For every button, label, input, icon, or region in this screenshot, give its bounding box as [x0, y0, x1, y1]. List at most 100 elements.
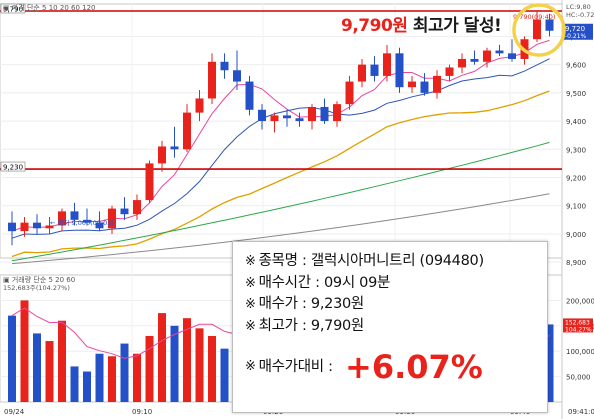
candle-body	[333, 104, 341, 122]
info-value: 갤럭시아머니트리 (094480)	[310, 253, 484, 269]
current-volume-label: 152,683	[565, 319, 590, 326]
candle-body	[245, 81, 254, 110]
candle-body	[433, 75, 441, 93]
info-label: 최고가 :	[258, 317, 311, 334]
time-label: 09:41:00	[568, 408, 594, 416]
trade-info-box: ※ 종목명 : 갤럭시아머니트리 (094480) ※ 매수시간 : 09시 09분…	[232, 241, 548, 413]
candle-body	[395, 53, 404, 88]
volume-bar	[108, 356, 116, 402]
price-tick-label: 8,900	[566, 259, 586, 267]
price-tick-label: 9,100	[566, 203, 586, 211]
candle-body	[545, 19, 554, 31]
candle-body	[445, 67, 454, 76]
candle-body	[270, 115, 279, 122]
current-price-change: -0.21%	[565, 33, 587, 40]
info-row-buy-price: ※ 매수가 : 9,230원	[245, 294, 547, 316]
candle-body	[308, 106, 316, 122]
candle-body	[258, 109, 266, 122]
candle-body	[70, 211, 79, 220]
ma10-line	[11, 58, 550, 239]
current-volume-pct: 104.27%	[565, 326, 592, 333]
candle-body	[383, 53, 391, 76]
candle-body	[108, 208, 116, 229]
volume-bar	[95, 353, 104, 402]
candle-body	[483, 50, 491, 62]
time-label: 09/24	[4, 408, 25, 416]
headline-text: 최고가 달성!	[407, 16, 502, 36]
candle-body	[508, 53, 516, 59]
volume-bar	[208, 335, 216, 402]
info-label: 종목명 :	[258, 253, 311, 269]
candle-body	[295, 118, 304, 122]
volume-bar	[70, 366, 79, 402]
candle-body	[470, 58, 479, 62]
low-annotation: ← 최저 9,000(09:03)	[50, 218, 114, 227]
candle-body	[83, 219, 91, 223]
candle-body	[20, 222, 29, 232]
candle-body	[95, 222, 104, 229]
candle-body	[533, 19, 541, 40]
volume-bar	[45, 341, 54, 402]
price-panel-frame	[0, 3, 563, 259]
info-value: 9,790원	[310, 317, 364, 334]
volume-bar	[170, 325, 179, 402]
current-price-label: 9,720	[565, 25, 585, 33]
volume-bar	[8, 315, 16, 402]
info-label: 매수가 :	[258, 296, 311, 312]
candle-body	[283, 115, 291, 119]
candle-body	[8, 222, 16, 232]
volume-bar	[133, 353, 141, 402]
price-tick-label: 9,400	[566, 118, 586, 126]
top-right-note: HC:-0.72	[566, 11, 594, 19]
candle-body	[370, 64, 379, 76]
volume-legend: ▣ 거래량 단순 5 20 60	[3, 275, 75, 284]
headline-banner: 9,790원 최고가 달성!	[341, 11, 502, 36]
volume-bar	[33, 333, 41, 402]
volume-bar	[220, 348, 229, 402]
volume-tick-label: 50,000	[566, 374, 591, 382]
candle-body	[458, 58, 466, 68]
info-value: 09시 09분	[323, 274, 391, 291]
volume-tick-label: 100,000	[566, 348, 594, 356]
volume-bar	[20, 300, 29, 402]
candle-body	[45, 225, 54, 229]
volume-tick-label: 200,000	[566, 297, 594, 305]
candle-body	[145, 163, 154, 201]
price-tick-label: 9,200	[566, 175, 586, 183]
volume-bar	[158, 313, 166, 402]
price-tick-label: 9,000	[566, 231, 586, 239]
volume-bar	[120, 343, 129, 402]
high-annotation: 9,790(09:40) →	[513, 13, 563, 21]
candle-body	[495, 50, 504, 54]
info-row-stock-name: ※ 종목명 : 갤럭시아머니트리 (094480)	[245, 251, 547, 273]
ma20-line	[11, 90, 550, 258]
info-row-high-price: ※ 최고가 : 9,790원	[245, 316, 547, 338]
volume-note: 152,683주(104.27%)	[3, 284, 70, 292]
candle-body	[183, 112, 191, 150]
candle-body	[58, 211, 66, 226]
candle-body	[33, 222, 41, 229]
info-marker: ※	[245, 254, 256, 269]
info-marker: ※	[245, 275, 256, 291]
info-marker: ※	[245, 297, 256, 312]
reference-line-label: 9,230	[3, 164, 23, 172]
volume-bar	[83, 371, 91, 402]
volume-bar	[183, 318, 191, 402]
candle-body	[220, 61, 229, 71]
ratio-label: 매수가대비 :	[258, 359, 337, 375]
candle-body	[170, 146, 179, 150]
ratio-value: +6.07%	[345, 348, 483, 386]
info-marker: ※	[245, 359, 256, 374]
time-label: 09:10	[132, 408, 152, 416]
reference-label-box	[0, 3, 26, 14]
candle-body	[158, 146, 166, 164]
ma5-line	[11, 39, 550, 232]
info-marker: ※	[245, 318, 256, 334]
info-label: 매수시간 :	[258, 274, 324, 291]
info-row-ratio: ※ 매수가대비 : +6.07%	[245, 347, 547, 387]
price-tick-label: 9,500	[566, 90, 586, 98]
candle-body	[408, 81, 416, 88]
reference-label-box	[0, 161, 26, 172]
peak-highlight-circle	[512, 3, 566, 57]
top-right-note: LC:9,80	[566, 3, 591, 11]
